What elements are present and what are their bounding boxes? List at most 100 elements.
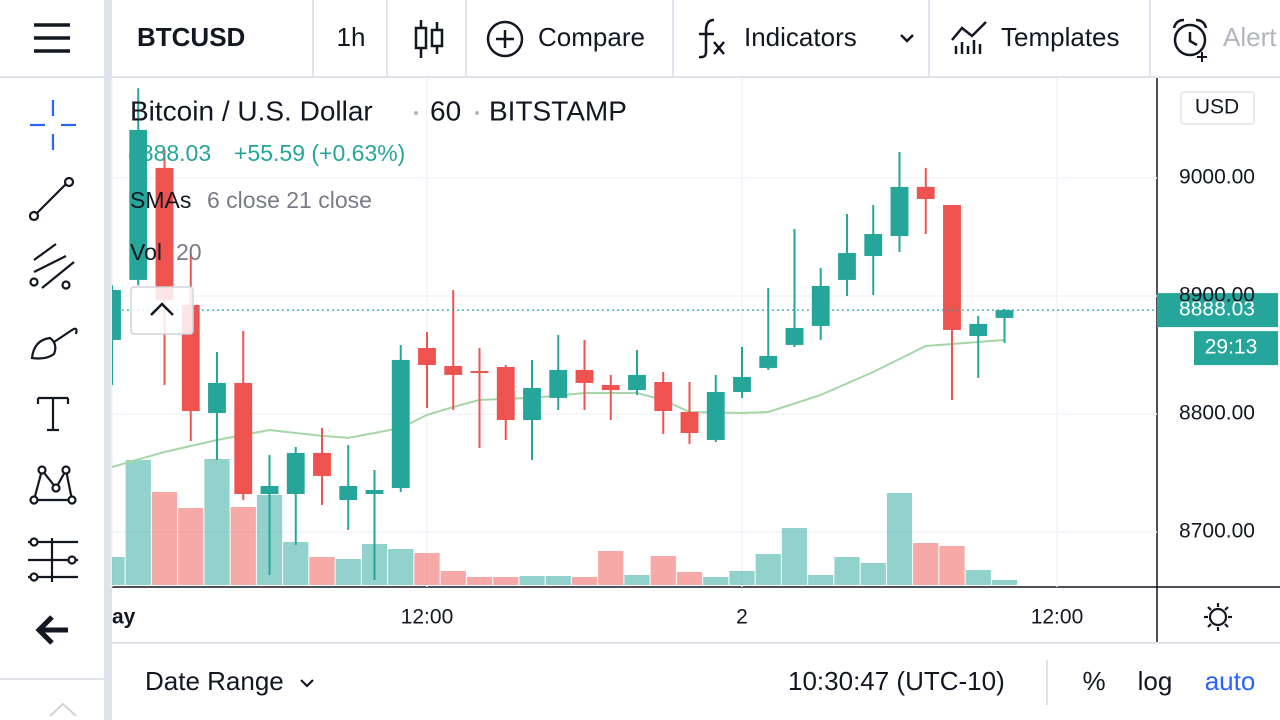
volume-bar: [676, 572, 703, 585]
log-button[interactable]: log: [1138, 666, 1173, 696]
candle-body: [601, 384, 620, 391]
candle-body: [155, 167, 174, 300]
indicators-dropdown[interactable]: [900, 34, 914, 43]
drawing-toolbar: [28, 100, 78, 717]
percent-button[interactable]: %: [1082, 666, 1105, 696]
volume-bar: [781, 528, 808, 585]
hide-toolbar-button[interactable]: [35, 615, 68, 645]
volume-bar: [755, 554, 781, 585]
candle-body: [706, 392, 725, 440]
axes: 8700.00 8800.00 8900.00 9000.00 ay 12:00 2 12:0…: [112, 166, 1255, 629]
volume-bar: [965, 570, 991, 585]
countdown: 29:13: [1205, 336, 1258, 359]
legend-price: 8888.03: [128, 140, 211, 166]
candle-body: [260, 485, 279, 495]
candle-body: [811, 285, 830, 326]
candle-body: [234, 382, 253, 495]
candle-body: [733, 376, 751, 393]
candle-body: [418, 348, 436, 366]
volume-label[interactable]: Vol: [130, 239, 162, 265]
x-tick-label: ay: [112, 606, 136, 629]
sidebar-divider: [104, 0, 112, 720]
toolbar: BTCUSD 1h Compare Indicators Templates: [34, 0, 1277, 77]
candle-body: [916, 186, 935, 199]
trend-line-tool[interactable]: [28, 176, 75, 222]
bottom-bar: Date Range 10:30:47 (UTC-10) % log auto: [145, 660, 1255, 705]
sma-label[interactable]: SMAs: [130, 187, 191, 213]
candle-body: [549, 369, 568, 398]
countdown-tag: [1194, 331, 1278, 366]
symbol[interactable]: BTCUSD: [137, 22, 245, 52]
volume-bar: [545, 576, 571, 585]
candle-body: [444, 365, 463, 375]
settings-button[interactable]: [1204, 603, 1232, 631]
legend-change: +55.59 (+0.63%): [234, 140, 405, 166]
candle-body: [496, 367, 515, 421]
date-range-dropdown[interactable]: [300, 679, 314, 688]
legend: Bitcoin / U.S. Dollar 60 BITSTAMP 8888.0…: [128, 95, 627, 335]
volume-bar: [729, 571, 755, 585]
volume-bar: [414, 553, 440, 585]
volume-bar: [598, 551, 624, 585]
expand-button[interactable]: [49, 702, 77, 717]
volume-bar: [913, 543, 939, 585]
candle-body: [864, 234, 883, 256]
currency: USD: [1195, 96, 1239, 119]
candle-body: [995, 310, 1014, 318]
text-tool[interactable]: [36, 396, 70, 432]
compare-button[interactable]: Compare: [538, 22, 645, 52]
volume-bar: [204, 459, 230, 585]
sma-params: 6 close 21 close: [207, 187, 372, 213]
indicators-button[interactable]: Indicators: [744, 22, 857, 52]
volume-bar: [939, 546, 965, 585]
candle-body: [785, 327, 804, 345]
volume-bar: [860, 563, 886, 585]
x-tick-label: 12:00: [401, 606, 454, 629]
candle-body: [208, 382, 226, 414]
pitchfork-tool[interactable]: [29, 243, 75, 290]
volume-bar: [440, 571, 466, 585]
candle-body: [286, 452, 305, 495]
candle-body: [838, 253, 856, 280]
fib-tool[interactable]: [28, 537, 78, 582]
candle-body: [129, 129, 148, 280]
auto-button[interactable]: auto: [1205, 666, 1256, 696]
volume-bar: [466, 577, 493, 585]
y-tick-label: 8700.00: [1179, 520, 1255, 543]
compare-icon: [486, 20, 524, 58]
x-tick-label: 12:00: [1031, 606, 1084, 629]
legend-title: Bitcoin / U.S. Dollar: [130, 95, 373, 126]
y-tick-label: 9000.00: [1179, 166, 1255, 189]
volume-bar: [493, 577, 519, 585]
y-tick-label: 8800.00: [1179, 402, 1255, 425]
alert-icon: [1172, 18, 1208, 62]
price-overlay: 8888.03 29:13: [112, 293, 1278, 366]
templates-button[interactable]: Templates: [1001, 22, 1120, 52]
clock[interactable]: 10:30:47 (UTC-10): [788, 666, 1005, 696]
menu-button[interactable]: [34, 23, 70, 53]
currency-button[interactable]: USD: [1180, 91, 1255, 125]
collapse-legend-button[interactable]: [130, 286, 194, 335]
chart-style-button[interactable]: [414, 20, 444, 58]
alert-button[interactable]: Alert: [1223, 22, 1277, 52]
interval[interactable]: 1h: [337, 22, 366, 52]
volume-params: 20: [176, 239, 202, 265]
candle-body: [523, 388, 541, 421]
last-price-label: 8888.03: [1179, 298, 1255, 321]
volume-bar: [230, 507, 256, 585]
volume-bar: [309, 557, 335, 585]
volume-bar: [335, 559, 361, 585]
volume-bar: [388, 549, 414, 585]
volume-bar: [991, 580, 1018, 585]
candle-body: [470, 371, 489, 374]
date-range-button[interactable]: Date Range: [145, 666, 284, 696]
pattern-tool[interactable]: [29, 465, 77, 505]
brush-tool[interactable]: [30, 327, 78, 360]
candle-body: [365, 489, 384, 495]
candle-body: [628, 374, 646, 391]
templates-icon: [951, 21, 987, 54]
crosshair-tool[interactable]: [30, 100, 76, 150]
candle-body: [654, 382, 673, 412]
